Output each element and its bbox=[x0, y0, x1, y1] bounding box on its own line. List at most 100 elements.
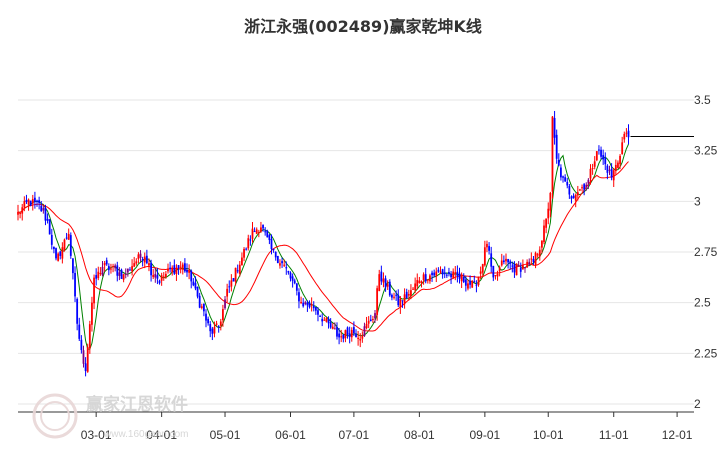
candle-body bbox=[388, 281, 391, 296]
candle-body bbox=[175, 267, 178, 274]
candle-body bbox=[517, 264, 520, 266]
candle-body bbox=[367, 320, 370, 324]
candle-body bbox=[547, 208, 550, 219]
candle-body bbox=[555, 134, 558, 159]
candle-body bbox=[426, 279, 429, 281]
candle-body bbox=[581, 187, 583, 189]
candle-body bbox=[443, 272, 446, 275]
watermark-logo bbox=[32, 393, 78, 439]
candle-body bbox=[179, 266, 182, 268]
x-tick-label: 05-01 bbox=[210, 428, 241, 442]
candle-body bbox=[534, 252, 537, 265]
candle-body bbox=[490, 253, 493, 267]
candle-body bbox=[131, 266, 133, 272]
candle-body bbox=[621, 142, 624, 154]
candle-body bbox=[553, 118, 556, 138]
watermark-logo-inner bbox=[40, 401, 70, 431]
candle-body bbox=[576, 192, 579, 196]
candle-body bbox=[141, 259, 144, 261]
x-tick-label: 09-01 bbox=[470, 428, 501, 442]
candle-body bbox=[190, 270, 193, 282]
candle-body bbox=[116, 265, 119, 276]
candle-body bbox=[479, 271, 482, 274]
x-tick-label: 10-01 bbox=[533, 428, 564, 442]
candle-body bbox=[298, 292, 300, 302]
candle-body bbox=[606, 165, 609, 173]
candle-body bbox=[192, 281, 195, 286]
candle-body bbox=[93, 277, 95, 304]
candle-body bbox=[112, 266, 114, 268]
candle-body bbox=[57, 253, 60, 261]
candle-body bbox=[279, 263, 281, 266]
candle-body bbox=[135, 261, 138, 264]
candle-body bbox=[205, 313, 207, 321]
candle-body bbox=[156, 275, 159, 279]
y-tick-label: 3.5 bbox=[694, 93, 711, 107]
candle-body bbox=[331, 326, 334, 329]
candle-body bbox=[612, 170, 615, 181]
candle-body bbox=[42, 208, 45, 211]
candle-body bbox=[46, 218, 49, 221]
candle-body bbox=[17, 211, 19, 215]
x-tick-label: 07-01 bbox=[339, 428, 370, 442]
candle-body bbox=[148, 263, 150, 266]
candle-body bbox=[126, 268, 129, 273]
candle-body bbox=[124, 273, 127, 275]
candle-body bbox=[397, 294, 400, 306]
candle-body bbox=[418, 280, 421, 284]
candle-body bbox=[376, 288, 379, 315]
candle-body bbox=[454, 272, 457, 274]
candle-body bbox=[519, 267, 522, 272]
candle-body bbox=[304, 302, 307, 305]
candle-body bbox=[598, 149, 600, 151]
candle-body bbox=[160, 275, 163, 281]
candle-body bbox=[99, 273, 102, 275]
candle-body bbox=[97, 271, 100, 279]
candle-body bbox=[213, 327, 216, 334]
candle-body bbox=[226, 288, 229, 297]
candle-body bbox=[422, 274, 425, 281]
candle-body bbox=[173, 265, 176, 274]
candle-body bbox=[538, 249, 541, 257]
candle-body bbox=[564, 177, 567, 182]
candle-body bbox=[524, 267, 526, 269]
candle-body bbox=[424, 274, 427, 282]
candle-body bbox=[78, 324, 81, 339]
candle-body bbox=[464, 279, 467, 286]
candle-body bbox=[511, 265, 514, 267]
ma-long-line bbox=[17, 161, 629, 332]
candle-body bbox=[236, 270, 239, 272]
candle-body bbox=[496, 273, 499, 277]
candle-body bbox=[310, 304, 313, 306]
candle-body bbox=[186, 270, 188, 273]
candle-body bbox=[251, 228, 254, 239]
candle-body bbox=[619, 155, 621, 165]
candle-body bbox=[80, 339, 83, 351]
candle-body bbox=[249, 239, 252, 241]
candle-body bbox=[593, 161, 596, 167]
candle-body bbox=[228, 286, 231, 288]
candle-body bbox=[61, 247, 64, 259]
candle-body bbox=[215, 323, 218, 325]
x-tick-label: 06-01 bbox=[275, 428, 306, 442]
candle-body bbox=[452, 271, 455, 278]
candle-body bbox=[247, 238, 250, 249]
candle-body bbox=[617, 162, 619, 168]
candle-body bbox=[450, 273, 452, 278]
candle-body bbox=[321, 318, 324, 322]
candle-body bbox=[29, 200, 32, 206]
candle-body bbox=[378, 274, 381, 292]
candle-body bbox=[562, 176, 564, 178]
candle-body bbox=[289, 272, 292, 279]
candle-body bbox=[437, 269, 440, 272]
candle-body bbox=[31, 199, 34, 204]
candle-body bbox=[329, 322, 332, 328]
candle-body bbox=[515, 263, 518, 276]
candle-body bbox=[386, 284, 389, 287]
candle-body bbox=[69, 235, 72, 256]
candle-body bbox=[295, 283, 298, 291]
candle-body bbox=[505, 258, 507, 262]
y-tick-label: 2 bbox=[694, 397, 701, 411]
candle-body bbox=[40, 205, 43, 212]
